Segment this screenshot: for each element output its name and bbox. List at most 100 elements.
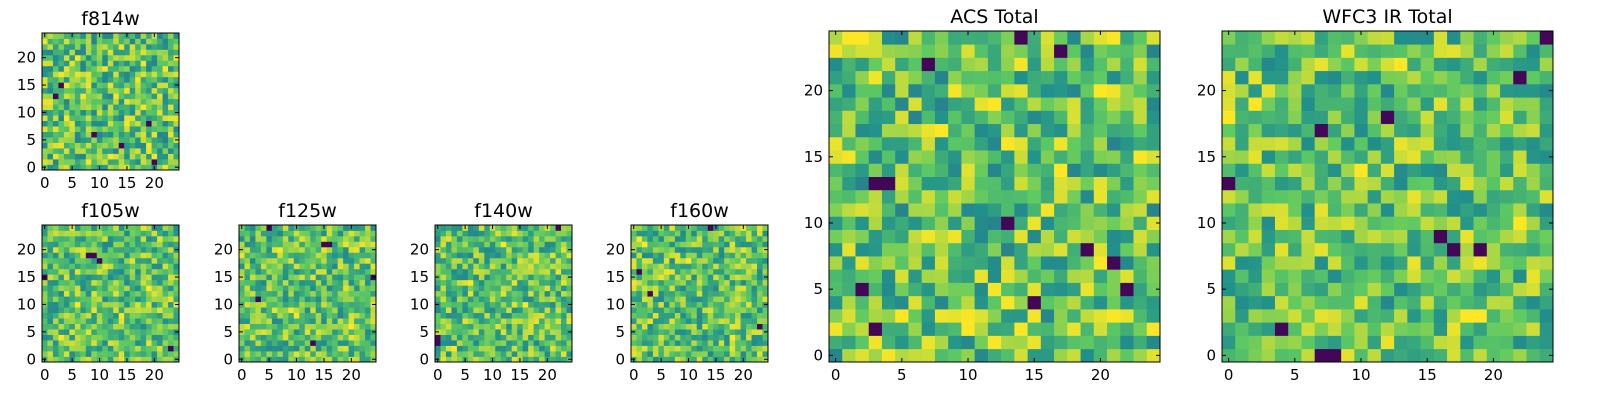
heatmap-cell [124, 120, 131, 127]
heatmap-cell [107, 71, 114, 78]
heatmap-cell [1539, 216, 1554, 230]
heatmap-cell [162, 76, 169, 83]
heatmap-cell [948, 242, 962, 257]
x-tick-label: 15 [117, 366, 136, 384]
heatmap-cell [1473, 256, 1488, 270]
heatmap-cell [735, 274, 741, 281]
heatmap-cell [52, 246, 59, 253]
heatmap-cell [47, 340, 54, 346]
heatmap-cell [1341, 256, 1355, 270]
heatmap-cell [74, 65, 81, 72]
heatmap-cell [1235, 31, 1249, 45]
heatmap-cell [566, 307, 573, 314]
panel-frame [828, 30, 1161, 363]
heatmap-cell [173, 340, 180, 346]
heatmap-cell [987, 70, 1002, 85]
heatmap-cell [63, 43, 70, 50]
heatmap-cell [762, 340, 769, 346]
heatmap-cell [1093, 348, 1108, 363]
heatmap-cell [1433, 256, 1448, 270]
heatmap-cell [1473, 309, 1488, 323]
heatmap-cell [1080, 44, 1095, 58]
heatmap-cell [934, 242, 949, 257]
heatmap-cell [118, 318, 125, 324]
heatmap-cell [842, 269, 856, 283]
heatmap-cell [63, 329, 70, 335]
heatmap-cell [484, 290, 491, 297]
heatmap-cell [473, 246, 480, 253]
heatmap-cell [249, 257, 256, 264]
heatmap-cell [1301, 348, 1316, 363]
heatmap-cell [669, 246, 676, 253]
heatmap-cell [168, 334, 174, 341]
heatmap-cell [663, 296, 670, 303]
heatmap-cell [47, 137, 54, 143]
heatmap-cell [881, 256, 896, 270]
heatmap-cell [80, 148, 87, 154]
heatmap-cell [467, 351, 474, 357]
heatmap-cell [456, 356, 463, 363]
heatmap-cell [315, 230, 322, 237]
heatmap-cell [1460, 110, 1474, 125]
heatmap-cell [96, 87, 103, 94]
heatmap-cell [948, 229, 962, 244]
heatmap-cell [1394, 269, 1408, 283]
heatmap-cell [69, 334, 76, 341]
heatmap-cell [102, 263, 109, 270]
heatmap-cell [162, 60, 169, 67]
heatmap-cell [129, 345, 136, 352]
heatmap-cell [118, 268, 125, 275]
heatmap-cell [151, 142, 158, 149]
heatmap-cell [1500, 57, 1514, 72]
heatmap-cell [244, 274, 251, 281]
heatmap-cell [162, 274, 169, 281]
heatmap-cell [239, 345, 245, 352]
heatmap-cell [489, 334, 496, 341]
heatmap-cell [528, 301, 534, 308]
heatmap-cell [74, 148, 81, 154]
heatmap-cell [1500, 229, 1514, 244]
heatmap-cell [74, 131, 81, 138]
heatmap-cell [1027, 176, 1042, 191]
heatmap-cell [473, 301, 480, 308]
heatmap-cell [74, 109, 81, 116]
heatmap-cell [636, 296, 643, 303]
heatmap-cell [157, 285, 163, 292]
heatmap-cell [282, 307, 289, 314]
heatmap-cell [729, 345, 736, 352]
heatmap-cell [304, 334, 311, 341]
heatmap-cell [445, 279, 452, 286]
heatmap-cell [124, 65, 131, 72]
x-tick-label: 10 [90, 366, 109, 384]
heatmap-cell [663, 334, 670, 341]
heatmap-cell [42, 60, 48, 67]
heatmap-cell [146, 65, 152, 72]
heatmap-cell [151, 104, 158, 111]
heatmap-cell [107, 38, 114, 45]
heatmap-cell [244, 307, 251, 314]
heatmap-cell [921, 176, 936, 191]
heatmap-cell [707, 296, 714, 303]
heatmap-cell [751, 257, 758, 264]
heatmap-cell [124, 54, 131, 61]
heatmap-cell [702, 340, 709, 346]
heatmap-cell [146, 290, 152, 297]
x-tick-label: 10 [1351, 366, 1370, 384]
heatmap-cell [58, 356, 65, 363]
heatmap-cell [343, 329, 349, 335]
heatmap-cell [354, 230, 360, 237]
heatmap-cell [517, 329, 524, 335]
heatmap-cell [124, 153, 131, 160]
heatmap-cell [1093, 110, 1108, 125]
heatmap-cell [987, 31, 1002, 45]
heatmap-cell [321, 263, 328, 270]
heatmap-cell [631, 334, 637, 341]
heatmap-cell [266, 279, 273, 286]
heatmap-cell [1341, 136, 1355, 151]
heatmap-cell [1067, 97, 1081, 111]
heatmap-cell [636, 345, 643, 352]
heatmap-cell [135, 49, 141, 56]
heatmap-cell [63, 115, 70, 122]
heatmap-cell [255, 323, 262, 330]
heatmap-cell [1107, 150, 1121, 164]
